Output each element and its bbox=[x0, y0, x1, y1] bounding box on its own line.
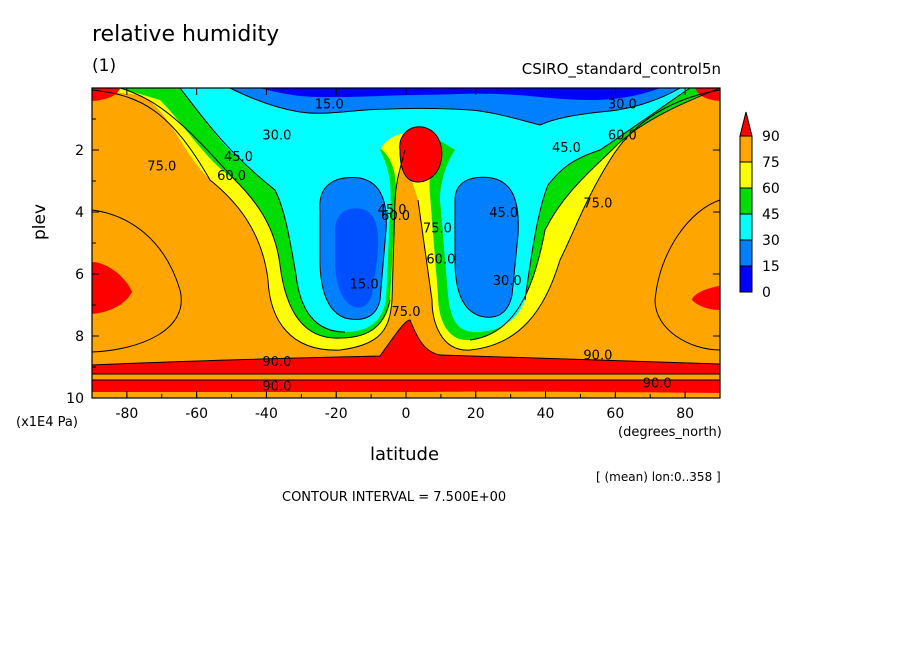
contour-label: 75.0 bbox=[147, 160, 176, 175]
x-tick-label: 20 bbox=[467, 406, 485, 422]
y-tick-label: 10 bbox=[66, 391, 84, 407]
contour-label: 75.0 bbox=[423, 222, 452, 237]
contour-label: 30.0 bbox=[493, 274, 522, 289]
contour-label: 60.0 bbox=[608, 129, 637, 144]
x-tick-label: 80 bbox=[676, 406, 694, 422]
legend-arrow bbox=[739, 111, 753, 137]
legend-swatch bbox=[739, 161, 753, 189]
chart-subtitle: (1) bbox=[92, 56, 117, 76]
chart-title: relative humidity bbox=[92, 22, 280, 47]
contour-label: 45.0 bbox=[552, 141, 581, 156]
contour-label: 45.0 bbox=[489, 206, 518, 221]
y-axis-units: (x1E4 Pa) bbox=[16, 415, 78, 430]
x-tick-label: -80 bbox=[115, 406, 138, 422]
contour-label: 75.0 bbox=[583, 197, 612, 212]
x-tick-label: 40 bbox=[537, 406, 555, 422]
contour-label: 90.0 bbox=[583, 349, 612, 364]
legend-label: 30 bbox=[762, 233, 780, 249]
x-tick-label: 0 bbox=[402, 406, 411, 422]
contour-label: 15.0 bbox=[315, 98, 344, 113]
color-legend: 90 75 60 45 30 15 0 bbox=[739, 111, 780, 301]
contour-label: 15.0 bbox=[350, 277, 379, 292]
x-tick-label: -40 bbox=[255, 406, 278, 422]
y-tick-label: 8 bbox=[75, 329, 84, 345]
legend-label: 60 bbox=[762, 181, 780, 197]
legend-label: 75 bbox=[762, 155, 780, 171]
y-tick-label: 4 bbox=[75, 205, 84, 221]
contour-label: 75.0 bbox=[392, 305, 421, 320]
contour-fields bbox=[92, 88, 720, 398]
legend-label: 90 bbox=[762, 129, 780, 145]
contour-interval: CONTOUR INTERVAL = 7.500E+00 bbox=[282, 490, 507, 505]
x-axis-label: latitude bbox=[370, 444, 440, 465]
contour-label: 45.0 bbox=[378, 203, 407, 218]
legend-swatch bbox=[739, 135, 753, 163]
x-tick-label: -60 bbox=[185, 406, 208, 422]
contour-label: 60.0 bbox=[426, 253, 455, 268]
contour-label: 45.0 bbox=[224, 150, 253, 165]
contour-label: 60.0 bbox=[217, 169, 246, 184]
contour-label: 90.0 bbox=[643, 377, 672, 392]
contour-labels: 15.0 30.030.045.060.075.045.060.075.045.0… bbox=[147, 98, 671, 395]
x-axis-units: (degrees_north) bbox=[618, 425, 722, 440]
average-note: [ (mean) lon:0..358 ] bbox=[596, 470, 721, 484]
legend-swatch bbox=[739, 213, 753, 241]
legend-label: 0 bbox=[762, 285, 771, 301]
legend-swatch bbox=[739, 239, 753, 267]
contour-label: 30.0 bbox=[262, 129, 291, 144]
x-tick-label: -20 bbox=[325, 406, 348, 422]
legend-label: 15 bbox=[762, 259, 780, 275]
contour-label: 60.0 bbox=[381, 209, 410, 224]
contour-label: 90.0 bbox=[262, 380, 291, 395]
contour-label: 90.0 bbox=[262, 355, 291, 370]
source-label: CSIRO_standard_control5n bbox=[521, 60, 721, 78]
x-tick-label: 60 bbox=[606, 406, 624, 422]
y-tick-label: 2 bbox=[75, 143, 84, 159]
legend-label: 45 bbox=[762, 207, 780, 223]
x-axis-ticks: -80 -60 -40 -20 0 20 40 60 80 bbox=[91, 88, 721, 422]
legend-swatch bbox=[739, 187, 753, 215]
legend-swatch bbox=[739, 265, 753, 293]
y-axis-ticks: 2 4 6 8 10 bbox=[66, 118, 720, 407]
contour-label: 30.0 bbox=[608, 98, 637, 113]
y-tick-label: 6 bbox=[75, 267, 84, 283]
